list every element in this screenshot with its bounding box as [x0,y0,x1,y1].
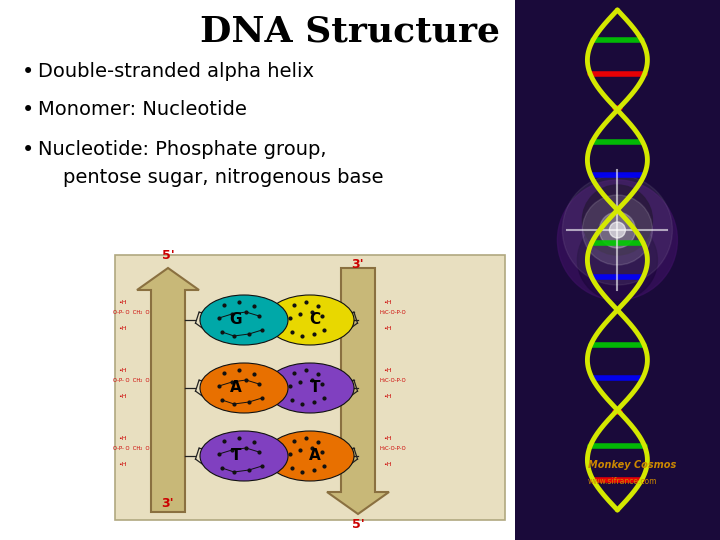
Text: A: A [309,449,321,463]
Text: DNA Structure: DNA Structure [200,14,500,48]
Text: 5': 5' [351,518,364,531]
Text: G: G [230,313,242,327]
Ellipse shape [200,431,288,481]
Text: •H: •H [383,435,392,441]
Text: H₃C-O-P-O: H₃C-O-P-O [380,377,407,382]
Text: 3': 3' [162,497,174,510]
Text: •H: •H [383,326,392,330]
Circle shape [557,180,678,300]
Text: www.sifrance.com: www.sifrance.com [588,477,657,487]
Ellipse shape [266,431,354,481]
Text: •: • [22,140,35,160]
Text: •: • [22,62,35,82]
Text: •H: •H [118,326,127,330]
Text: •H: •H [383,394,392,399]
Text: O-P- O  CH₂  O: O-P- O CH₂ O [113,309,150,314]
Ellipse shape [266,295,354,345]
Ellipse shape [266,363,354,413]
Circle shape [582,185,652,255]
Text: •: • [22,100,35,120]
Polygon shape [515,0,720,540]
Text: •H: •H [118,435,127,441]
Ellipse shape [200,295,288,345]
Text: O-P- O  CH₂  O: O-P- O CH₂ O [113,377,150,382]
Text: •H: •H [118,394,127,399]
Text: H₃C-O-P-O: H₃C-O-P-O [380,446,407,450]
Polygon shape [327,268,389,514]
Text: •H: •H [383,462,392,467]
Text: Monkey Cosmos: Monkey Cosmos [588,460,677,470]
Text: •H: •H [383,368,392,373]
Text: •H: •H [383,300,392,305]
Text: Double-stranded alpha helix: Double-stranded alpha helix [38,62,314,81]
Text: 3': 3' [351,258,364,271]
Text: 5': 5' [161,249,174,262]
Text: A: A [230,381,242,395]
Text: •H: •H [118,462,127,467]
Text: C: C [310,313,320,327]
Circle shape [582,195,652,265]
Ellipse shape [200,363,288,413]
Circle shape [562,175,672,285]
Polygon shape [137,268,199,512]
Text: •H: •H [118,368,127,373]
Text: T: T [230,449,241,463]
Text: •H: •H [118,300,127,305]
Text: O-P- O  CH₂  O: O-P- O CH₂ O [113,446,150,450]
Text: T: T [310,381,320,395]
FancyBboxPatch shape [115,255,505,520]
Circle shape [609,222,626,238]
Text: Monomer: Nucleotide: Monomer: Nucleotide [38,100,247,119]
Text: H₃C-O-P-O: H₃C-O-P-O [380,309,407,314]
Text: Nucleotide: Phosphate group,
    pentose sugar, nitrogenous base: Nucleotide: Phosphate group, pentose sug… [38,140,384,187]
Circle shape [577,220,657,300]
Circle shape [599,212,635,248]
